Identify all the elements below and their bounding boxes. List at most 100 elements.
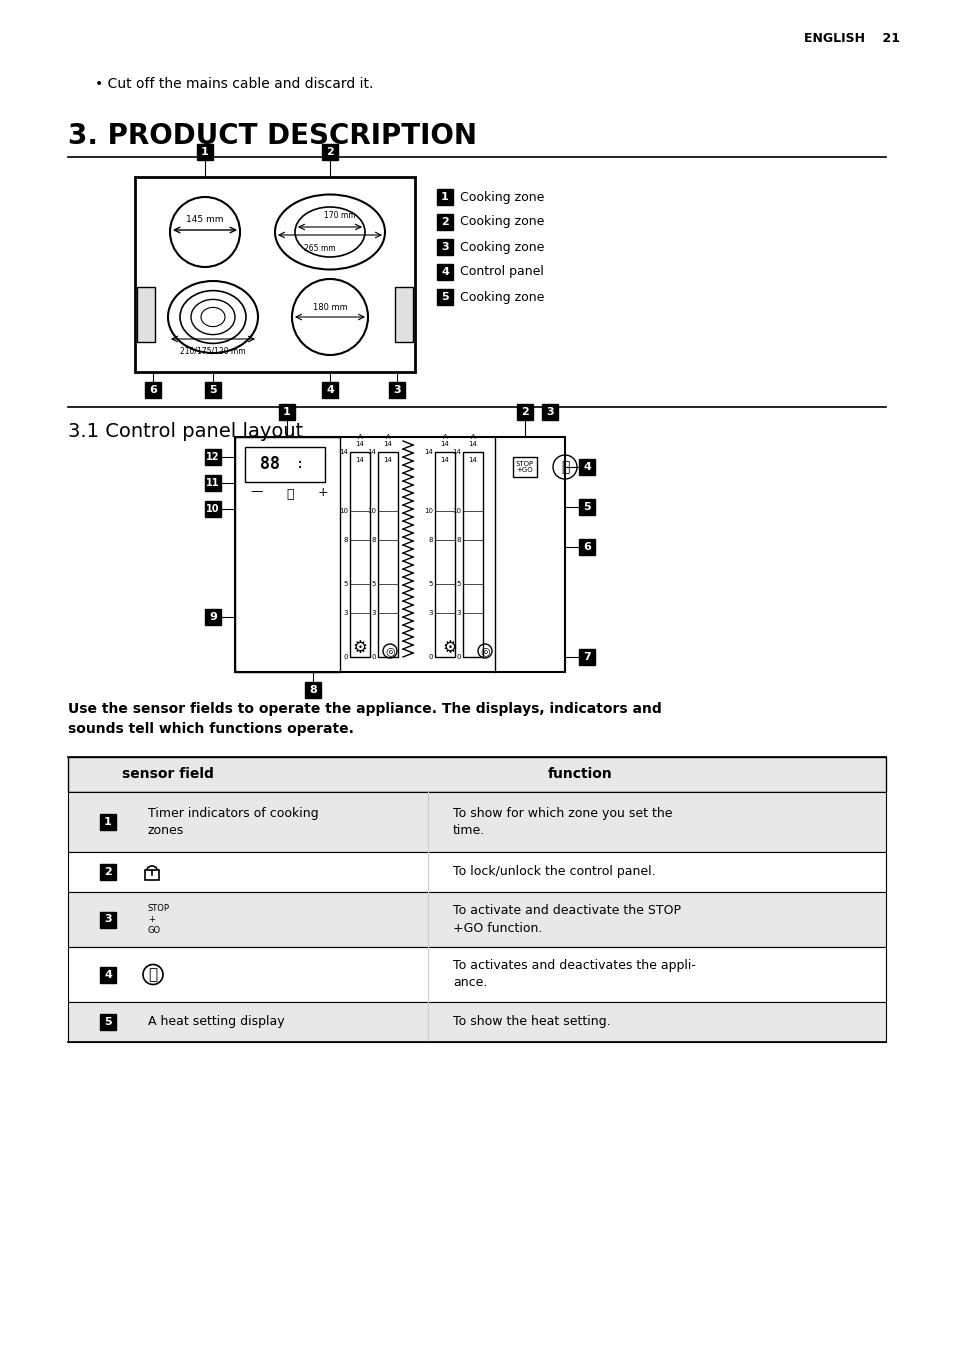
Text: 3. PRODUCT DESCRIPTION: 3. PRODUCT DESCRIPTION [68, 122, 476, 150]
Bar [234, 437, 564, 672]
Text: To lock/unlock the control panel.: To lock/unlock the control panel. [453, 865, 655, 879]
Text: function: function [547, 768, 612, 781]
Text: :: : [295, 457, 304, 470]
Bar [322, 145, 337, 160]
Text: Cooking zone: Cooking zone [459, 191, 544, 204]
Text: 170 mm: 170 mm [324, 211, 355, 220]
Bar [205, 383, 221, 397]
Text: 8: 8 [428, 537, 433, 544]
Text: 3: 3 [104, 914, 112, 925]
Bar [389, 383, 405, 397]
Text: 3: 3 [440, 242, 448, 251]
Text: A
14: A 14 [440, 434, 449, 448]
Text: 10: 10 [338, 507, 348, 514]
Text: 8: 8 [371, 537, 375, 544]
Text: 10: 10 [452, 507, 460, 514]
Text: ENGLISH    21: ENGLISH 21 [803, 32, 899, 45]
Text: 6: 6 [149, 385, 157, 395]
Text: 8: 8 [343, 537, 348, 544]
Bar [436, 264, 453, 280]
Text: 88: 88 [260, 456, 280, 473]
Text: 4: 4 [440, 266, 449, 277]
Text: 3: 3 [393, 385, 400, 395]
Text: ◎: ◎ [479, 646, 489, 656]
Bar [377, 452, 397, 657]
Text: 12: 12 [206, 452, 219, 462]
Bar [100, 911, 116, 927]
Bar [234, 437, 339, 672]
Text: 14: 14 [468, 457, 476, 462]
Text: • Cut off the mains cable and discard it.: • Cut off the mains cable and discard it… [95, 77, 373, 91]
Bar [436, 189, 453, 206]
Text: 10: 10 [367, 507, 375, 514]
Text: 10: 10 [206, 504, 219, 514]
Text: Timer indicators of cooking
zones: Timer indicators of cooking zones [148, 807, 318, 837]
Bar [205, 475, 221, 491]
Bar [578, 649, 595, 665]
Text: 1: 1 [104, 817, 112, 827]
Bar [145, 869, 159, 880]
Bar [205, 449, 221, 465]
Bar [196, 145, 213, 160]
Text: 265 mm: 265 mm [304, 243, 335, 253]
Text: 145 mm: 145 mm [186, 215, 224, 224]
Bar [578, 458, 595, 475]
Text: ⚙: ⚙ [442, 639, 456, 657]
Text: STOP
+GO: STOP +GO [516, 461, 534, 473]
Text: 14: 14 [440, 457, 449, 462]
Bar [541, 404, 558, 420]
Bar [68, 757, 885, 792]
Bar [100, 864, 116, 880]
Text: 11: 11 [206, 479, 219, 488]
Text: 14: 14 [338, 449, 348, 456]
Text: 3: 3 [546, 407, 554, 416]
Bar [137, 287, 154, 342]
Text: A
14: A 14 [468, 434, 476, 448]
Text: 14: 14 [367, 449, 375, 456]
Text: A
14: A 14 [355, 434, 364, 448]
Text: 4: 4 [326, 385, 334, 395]
Bar [100, 967, 116, 983]
Text: Cooking zone: Cooking zone [459, 241, 544, 254]
Text: A heat setting display: A heat setting display [148, 1015, 284, 1029]
Text: 5: 5 [456, 581, 460, 587]
Text: 5: 5 [209, 385, 216, 395]
Bar [205, 608, 221, 625]
Text: 0: 0 [428, 654, 433, 660]
Bar [513, 457, 537, 477]
Text: 1: 1 [440, 192, 449, 201]
Bar [135, 177, 415, 372]
Text: 6: 6 [582, 542, 590, 552]
Text: Control panel: Control panel [459, 265, 543, 279]
Text: To activate and deactivate the STOP
+GO function.: To activate and deactivate the STOP +GO … [453, 904, 680, 934]
Bar [350, 452, 370, 657]
Bar [435, 452, 455, 657]
Text: STOP
+
GO: STOP + GO [148, 904, 170, 936]
Text: 10: 10 [423, 507, 433, 514]
Text: Use the sensor fields to operate the appliance. The displays, indicators and
sou: Use the sensor fields to operate the app… [68, 702, 661, 735]
Bar [68, 1002, 885, 1042]
Bar [68, 892, 885, 946]
Bar [245, 448, 325, 483]
Bar [100, 814, 116, 830]
Bar [145, 383, 161, 397]
Text: Cooking zone: Cooking zone [459, 215, 544, 228]
Text: A
14: A 14 [383, 434, 392, 448]
Bar [436, 289, 453, 306]
Bar [578, 539, 595, 556]
Text: ◎: ◎ [385, 646, 395, 656]
Text: 2: 2 [440, 218, 449, 227]
Text: 1: 1 [201, 147, 209, 157]
Bar [462, 452, 482, 657]
Text: 9: 9 [209, 612, 216, 622]
Text: 14: 14 [355, 457, 364, 462]
Text: 5: 5 [372, 581, 375, 587]
Bar [517, 404, 533, 420]
Bar [578, 499, 595, 515]
Text: 2: 2 [104, 867, 112, 877]
Bar [436, 239, 453, 256]
Text: 14: 14 [424, 449, 433, 456]
Text: 5: 5 [582, 502, 590, 512]
Text: To show the heat setting.: To show the heat setting. [453, 1015, 610, 1029]
Text: 14: 14 [383, 457, 392, 462]
